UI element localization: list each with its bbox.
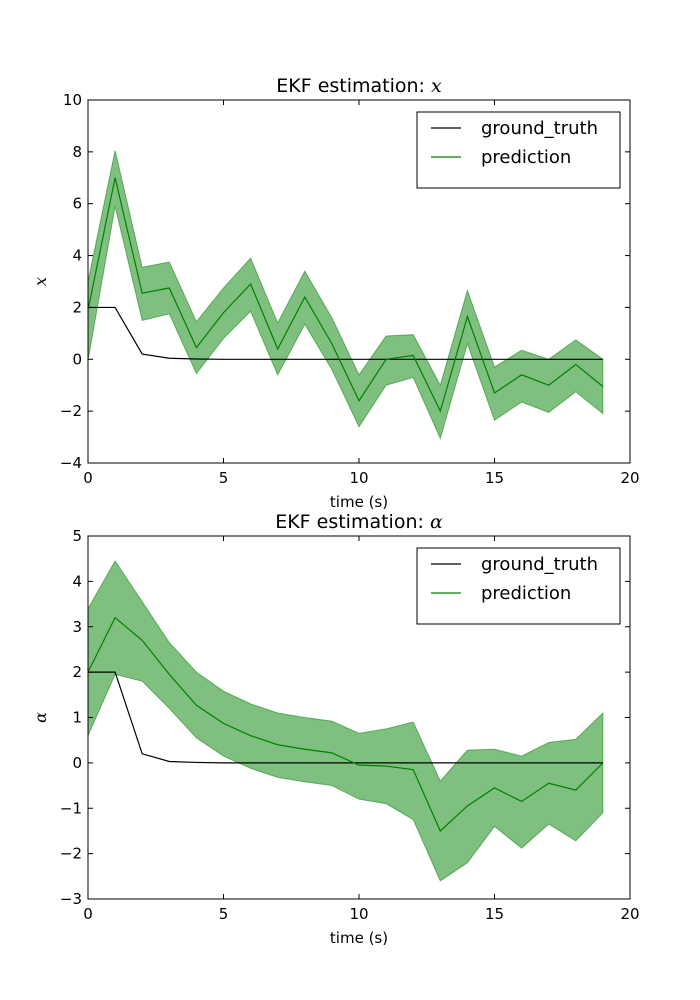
chart-title-text: EKF estimation:: [275, 511, 430, 533]
prediction-line: [88, 177, 604, 413]
y-tick-label: 5: [72, 527, 82, 545]
x-tick-label: 10: [349, 905, 368, 923]
x-tick-label: 0: [83, 469, 93, 487]
y-tick-label: 2: [72, 298, 82, 316]
legend-box: [416, 547, 621, 625]
legend-label-prediction: prediction: [481, 583, 571, 604]
x-tick-label: 5: [219, 905, 229, 923]
y-tick-label: 6: [72, 195, 82, 213]
y-tick-label: 1: [72, 709, 82, 727]
x-tick-label: 0: [83, 905, 93, 923]
y-tick-label: 4: [72, 247, 82, 265]
legend-label-prediction: prediction: [481, 147, 571, 168]
chart-title-text: EKF estimation:: [276, 75, 431, 97]
chart-x-estimation: 0 5 10 15 20 −4 −2 0 2 4 6 8 10 EKF estimation: x time…: [31, 75, 640, 511]
y-tick-label: 3: [72, 618, 82, 636]
x-axis-label: time (s): [330, 929, 388, 947]
ground-truth-line: [88, 306, 603, 360]
y-axis-label: α: [31, 712, 50, 723]
plot-area: [88, 150, 604, 440]
y-tick-label: −2: [60, 845, 82, 863]
prediction-line: [88, 616, 604, 832]
chart-title-variable: α: [430, 511, 443, 533]
chart-title: EKF estimation: α: [275, 511, 443, 533]
x-tick-label: 10: [349, 469, 368, 487]
y-tick-label: 0: [72, 754, 82, 772]
ground-truth-line: [88, 671, 603, 764]
chart-title-variable: x: [431, 75, 442, 97]
x-tick-label: 15: [485, 469, 504, 487]
legend: ground_truth prediction: [416, 111, 621, 189]
y-axis-label: x: [31, 277, 50, 286]
x-axis-label: time (s): [330, 493, 388, 511]
plot-area: [88, 560, 604, 882]
y-tick-label: 8: [72, 143, 82, 161]
prediction-confidence-band: [88, 150, 604, 440]
y-tick-label: −3: [60, 890, 82, 908]
chart-alpha-estimation: 0 5 10 15 20 −3 −2 −1 0 1 2 3 4 5 EKF estimation: α tim…: [31, 511, 640, 947]
chart-title: EKF estimation: x: [276, 75, 442, 97]
legend-box: [416, 111, 621, 189]
x-tick-label: 5: [219, 469, 229, 487]
y-tick-label: 10: [63, 91, 82, 109]
y-tick-label: 2: [72, 663, 82, 681]
legend-label-ground-truth: ground_truth: [481, 554, 598, 575]
y-tick-label: −4: [60, 454, 82, 472]
y-tick-label: 0: [72, 350, 82, 368]
y-tick-label: 4: [72, 572, 82, 590]
x-tick-label: 20: [620, 469, 639, 487]
x-tick-label: 15: [485, 905, 504, 923]
x-tick-label: 20: [620, 905, 639, 923]
y-tick-label: −2: [60, 402, 82, 420]
legend: ground_truth prediction: [416, 547, 621, 625]
legend-label-ground-truth: ground_truth: [481, 118, 598, 139]
y-tick-label: −1: [60, 799, 82, 817]
